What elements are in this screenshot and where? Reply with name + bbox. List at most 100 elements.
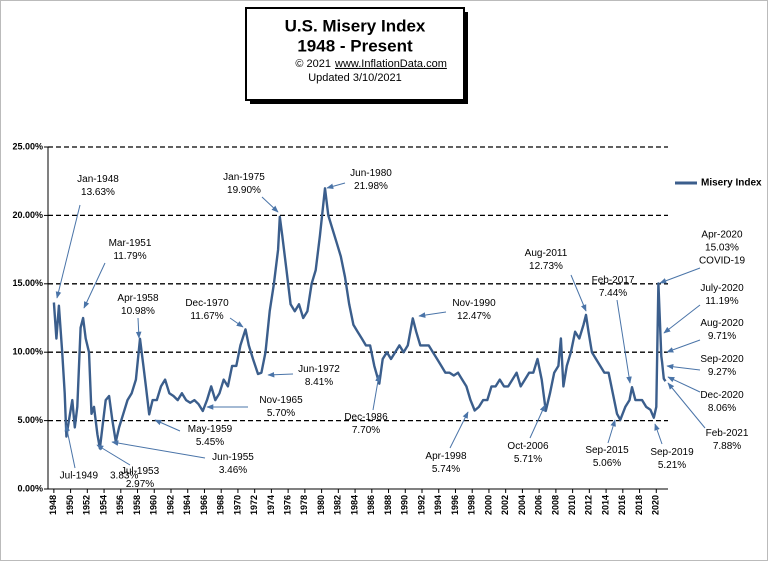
- legend-label: Misery Index: [701, 178, 762, 189]
- x-tick-label: 1952: [82, 495, 92, 515]
- annotation-arrow: [659, 267, 701, 284]
- annotation: July-2020: [700, 283, 744, 294]
- y-tick-label: 15.00%: [12, 278, 43, 288]
- annotation: Apr-1958: [117, 293, 159, 304]
- annotation: 5.71%: [514, 454, 542, 465]
- y-tick-label: 25.00%: [12, 141, 43, 151]
- x-tick-label: 2016: [617, 495, 627, 515]
- x-tick-label: 1988: [383, 495, 393, 515]
- annotation: Sep-2020: [700, 354, 744, 365]
- x-tick-label: 2004: [517, 495, 527, 515]
- x-tick-label: 1960: [149, 495, 159, 515]
- annotation: Aug-2011: [525, 248, 568, 259]
- annotation-arrow: [663, 304, 701, 334]
- annotation: Sep-2019: [650, 447, 694, 458]
- plot-area: [48, 147, 668, 489]
- x-tick-label: 2006: [534, 495, 544, 515]
- annotation: 2.97%: [126, 479, 154, 490]
- annotation: 11.67%: [190, 311, 223, 322]
- annotation: 7.70%: [352, 425, 380, 436]
- annotation-arrow: [111, 440, 206, 459]
- annotation: Jun-1955: [212, 452, 254, 463]
- annotation: 5.74%: [432, 464, 460, 475]
- x-tick-label: 1984: [349, 495, 359, 515]
- annotation: Dec-2020: [700, 390, 744, 401]
- annotation: May-1959: [188, 424, 233, 435]
- annotation: 8.41%: [305, 377, 333, 388]
- x-tick-label: 2002: [500, 495, 510, 515]
- annotation-arrow: [666, 339, 701, 353]
- annotation: 9.27%: [708, 367, 736, 378]
- annotation-arrow: [229, 317, 244, 328]
- annotation-arrow: [372, 374, 381, 411]
- series-line: [52, 187, 667, 450]
- annotation: 12.47%: [457, 311, 491, 322]
- x-tick-label: 1966: [199, 495, 209, 515]
- x-tick-label: 2008: [550, 495, 560, 515]
- annotation-arrow: [616, 299, 632, 384]
- annotation-arrow: [96, 444, 131, 466]
- x-tick-label: 1958: [132, 495, 142, 515]
- x-tick-label: 1974: [266, 495, 276, 515]
- annotation: 7.44%: [599, 288, 627, 299]
- annotation-arrow: [666, 363, 701, 371]
- annotation: 11.79%: [113, 251, 146, 262]
- annotation-arrow: [326, 182, 346, 190]
- copyright: © 2021: [295, 58, 331, 70]
- annotation: Dec-1986: [344, 412, 388, 423]
- annotation: Jun-1980: [350, 168, 392, 179]
- annotation: Nov-1965: [259, 395, 303, 406]
- updated: Updated 3/10/2021: [308, 72, 402, 84]
- annotation: Jul-1949: [60, 471, 99, 482]
- x-tick-label: 1968: [216, 495, 226, 515]
- annotation: 5.21%: [658, 460, 686, 471]
- annotation: COVID-19: [699, 256, 746, 267]
- annotation: Apr-2020: [701, 230, 743, 241]
- annotation: Jun-1972: [298, 364, 340, 375]
- annotation: Mar-1951: [109, 238, 152, 249]
- annotation: Dec-1970: [185, 298, 229, 309]
- annotation: 15.03%: [705, 243, 739, 254]
- chart-subtitle: 1948 - Present: [297, 36, 413, 55]
- source: www.InflationData.com: [334, 58, 447, 70]
- x-tick-label: 1992: [416, 495, 426, 515]
- annotation: 9.71%: [708, 331, 736, 342]
- x-tick-label: 2012: [584, 495, 594, 515]
- annotation-arrow: [529, 404, 546, 439]
- annotation: Oct-2006: [507, 441, 549, 452]
- annotation: 5.06%: [593, 458, 621, 469]
- x-tick-label: 1970: [232, 495, 242, 515]
- annotation: Jul-1953: [121, 466, 160, 477]
- x-tick-label: 1996: [450, 495, 460, 515]
- annotation-arrow: [570, 274, 587, 312]
- x-tick-label: 2000: [483, 495, 493, 515]
- x-tick-label: 1986: [366, 495, 376, 515]
- annotation: 19.90%: [227, 185, 261, 196]
- x-tick-label: 1976: [283, 495, 293, 515]
- x-tick-label: 1948: [48, 495, 58, 515]
- annotation-arrow: [135, 317, 142, 339]
- annotation: 10.98%: [121, 306, 155, 317]
- annotation-arrow: [449, 411, 469, 449]
- annotation-arrow: [55, 204, 81, 299]
- annotation: Nov-1990: [452, 298, 496, 309]
- annotation: 12.73%: [529, 261, 563, 272]
- x-tick-label: 2014: [600, 495, 610, 515]
- x-tick-label: 1954: [98, 495, 108, 515]
- annotation: 3.83%: [110, 471, 138, 482]
- annotation-arrow: [64, 424, 76, 469]
- annotation-arrow: [667, 376, 701, 393]
- annotation: 11.19%: [705, 296, 738, 307]
- x-tick-label: 1972: [249, 495, 259, 515]
- x-tick-label: 1982: [333, 495, 343, 515]
- x-tick-label: 1978: [299, 495, 309, 515]
- annotation: 7.88%: [713, 441, 741, 452]
- title-box: [245, 7, 465, 101]
- y-tick-label: 20.00%: [12, 210, 43, 220]
- annotation: 8.06%: [708, 403, 736, 414]
- x-tick-label: 1956: [115, 495, 125, 515]
- annotation-arrow: [607, 419, 616, 444]
- annotation: Apr-1998: [425, 451, 467, 462]
- x-tick-label: 1980: [316, 495, 326, 515]
